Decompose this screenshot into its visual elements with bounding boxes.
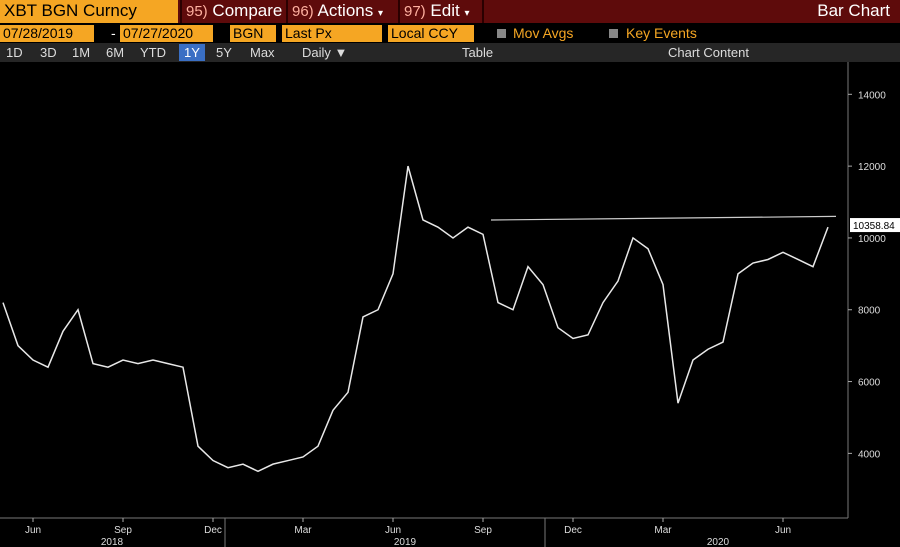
menu-number: 96) xyxy=(292,3,314,20)
period-button[interactable]: 1Y xyxy=(179,44,205,61)
period-button[interactable]: 3D xyxy=(40,45,57,60)
start-date[interactable]: 07/28/2019 xyxy=(0,25,94,42)
separator xyxy=(180,0,182,23)
key-events[interactable]: Key Events xyxy=(626,25,697,41)
period-button[interactable]: 5Y xyxy=(216,45,232,60)
y-tick-label: 8000 xyxy=(858,306,881,317)
x-tick-label: Dec xyxy=(564,525,582,536)
y-tick-label: 4000 xyxy=(858,449,881,460)
year-label: 2019 xyxy=(394,537,417,547)
menu-item[interactable]: Edit xyxy=(430,1,460,20)
period-button[interactable]: 1M xyxy=(72,45,91,60)
title-bar xyxy=(0,0,900,23)
field-select[interactable]: Last Px xyxy=(282,25,382,42)
x-tick-label: Mar xyxy=(294,525,312,536)
x-tick-label: Dec xyxy=(204,525,222,536)
separator xyxy=(398,0,400,23)
end-date[interactable]: 07/27/2020 xyxy=(120,25,213,42)
menu-item[interactable]: Actions xyxy=(317,1,374,20)
period-button[interactable]: Max xyxy=(250,45,275,60)
period-button[interactable]: 1D xyxy=(6,45,23,60)
menu-number: 95) xyxy=(186,3,208,20)
y-tick-label: 14000 xyxy=(858,90,886,101)
separator xyxy=(286,0,288,23)
y-tick-label: 10000 xyxy=(858,234,886,245)
period-button[interactable]: 6M xyxy=(106,45,125,60)
view-title: Bar Chart xyxy=(817,1,890,20)
x-tick-label: Jun xyxy=(385,525,401,536)
source-field[interactable]: BGN xyxy=(230,25,276,42)
separator xyxy=(482,0,484,23)
ticker-field[interactable]: XBT BGN Curncy xyxy=(0,0,178,23)
menu-number: 97) xyxy=(404,3,426,20)
trendline xyxy=(490,215,837,221)
x-tick-label: Sep xyxy=(114,525,132,536)
chart: 4000 6000 8000 10000 12000 14000 Jun Sep Dec Mar J… xyxy=(0,62,900,547)
year-label: 2018 xyxy=(101,537,124,547)
checkbox[interactable] xyxy=(609,29,618,38)
last-price-box xyxy=(850,218,900,233)
year-label: 2020 xyxy=(707,537,730,547)
table-button[interactable]: Table xyxy=(462,45,494,60)
period-button[interactable]: YTD xyxy=(140,45,166,60)
frequency[interactable]: Daily xyxy=(302,45,331,60)
menu-item[interactable]: Compare xyxy=(212,1,283,20)
y-tick-label: 6000 xyxy=(858,378,881,389)
frequency-select[interactable]: Daily ▼ xyxy=(302,45,348,60)
toolbar xyxy=(0,43,900,62)
currency-select[interactable]: Local CCY xyxy=(388,25,474,42)
x-tick-label: Mar xyxy=(654,525,672,536)
y-tick-label: 12000 xyxy=(858,162,886,173)
last-price-label: 10358.84 xyxy=(853,221,895,232)
x-tick-label: Jun xyxy=(775,525,791,536)
x-tick-label: Jun xyxy=(25,525,41,536)
price-line xyxy=(2,165,829,473)
mov-avgs[interactable]: Mov Avgs xyxy=(513,25,574,41)
x-tick-label: Sep xyxy=(474,525,492,536)
checkbox[interactable] xyxy=(497,29,506,38)
chart-content-button[interactable]: Chart Content xyxy=(668,45,749,60)
date-dash: - xyxy=(111,25,116,41)
